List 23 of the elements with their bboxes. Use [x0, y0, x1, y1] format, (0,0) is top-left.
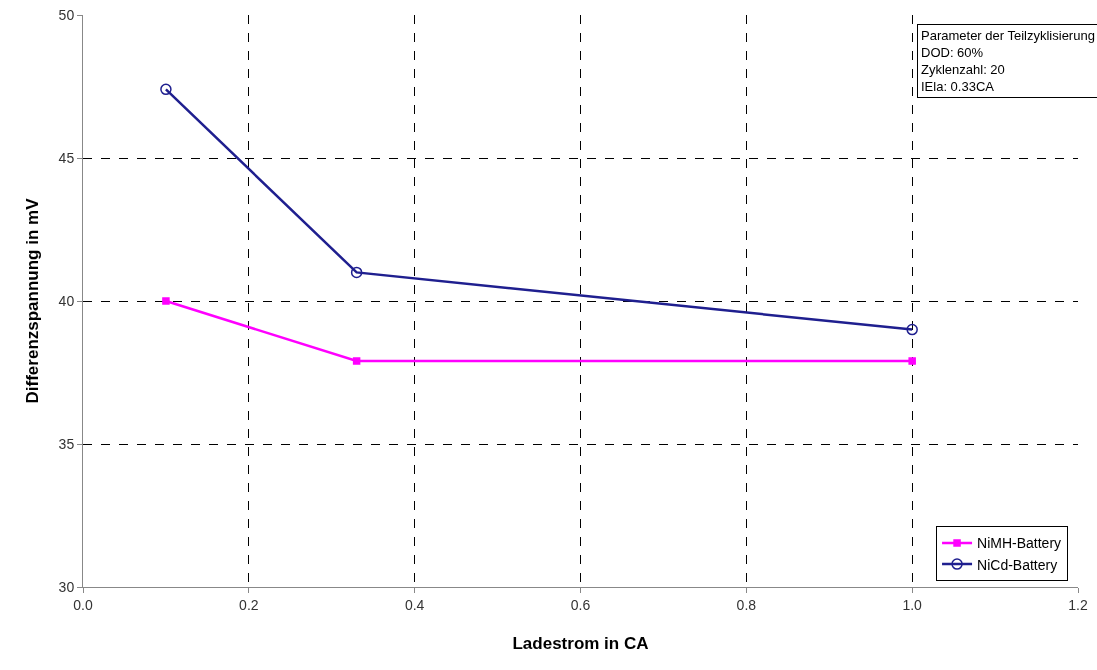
point [350, 266, 363, 279]
x-tick-label: 0.8 [736, 596, 757, 613]
x-tick-label: 0.0 [73, 596, 93, 613]
point [908, 357, 916, 365]
point [160, 83, 172, 96]
x-tick-label: 0.4 [404, 596, 425, 613]
y-tick-label: 30 [58, 578, 75, 595]
y-tick-label: 35 [58, 435, 75, 452]
x-tick-label: 0.6 [570, 596, 591, 613]
x-tick-label: 1.0 [902, 596, 923, 613]
y-tick-label: 50 [58, 6, 75, 23]
x-tick-label: 1.2 [1068, 596, 1088, 613]
y-tick-label: 40 [58, 292, 75, 309]
x-axis-title: Ladestrom in CA [512, 634, 649, 654]
y-tick-label: 45 [58, 149, 75, 166]
legend-label: NiCd-Battery [977, 556, 1058, 573]
point [906, 323, 918, 336]
y-axis-title: Differenzspannung in mV [23, 197, 43, 404]
x-tick-label: 0.2 [239, 596, 259, 613]
legend-label: NiMH-Battery [977, 535, 1062, 552]
point [162, 297, 170, 305]
annotation: Parameter der Teilzyklisierung DOD: 60% Zyklenzahl: 20 IEla: 0.33CA [921, 28, 1095, 94]
point [352, 357, 361, 365]
